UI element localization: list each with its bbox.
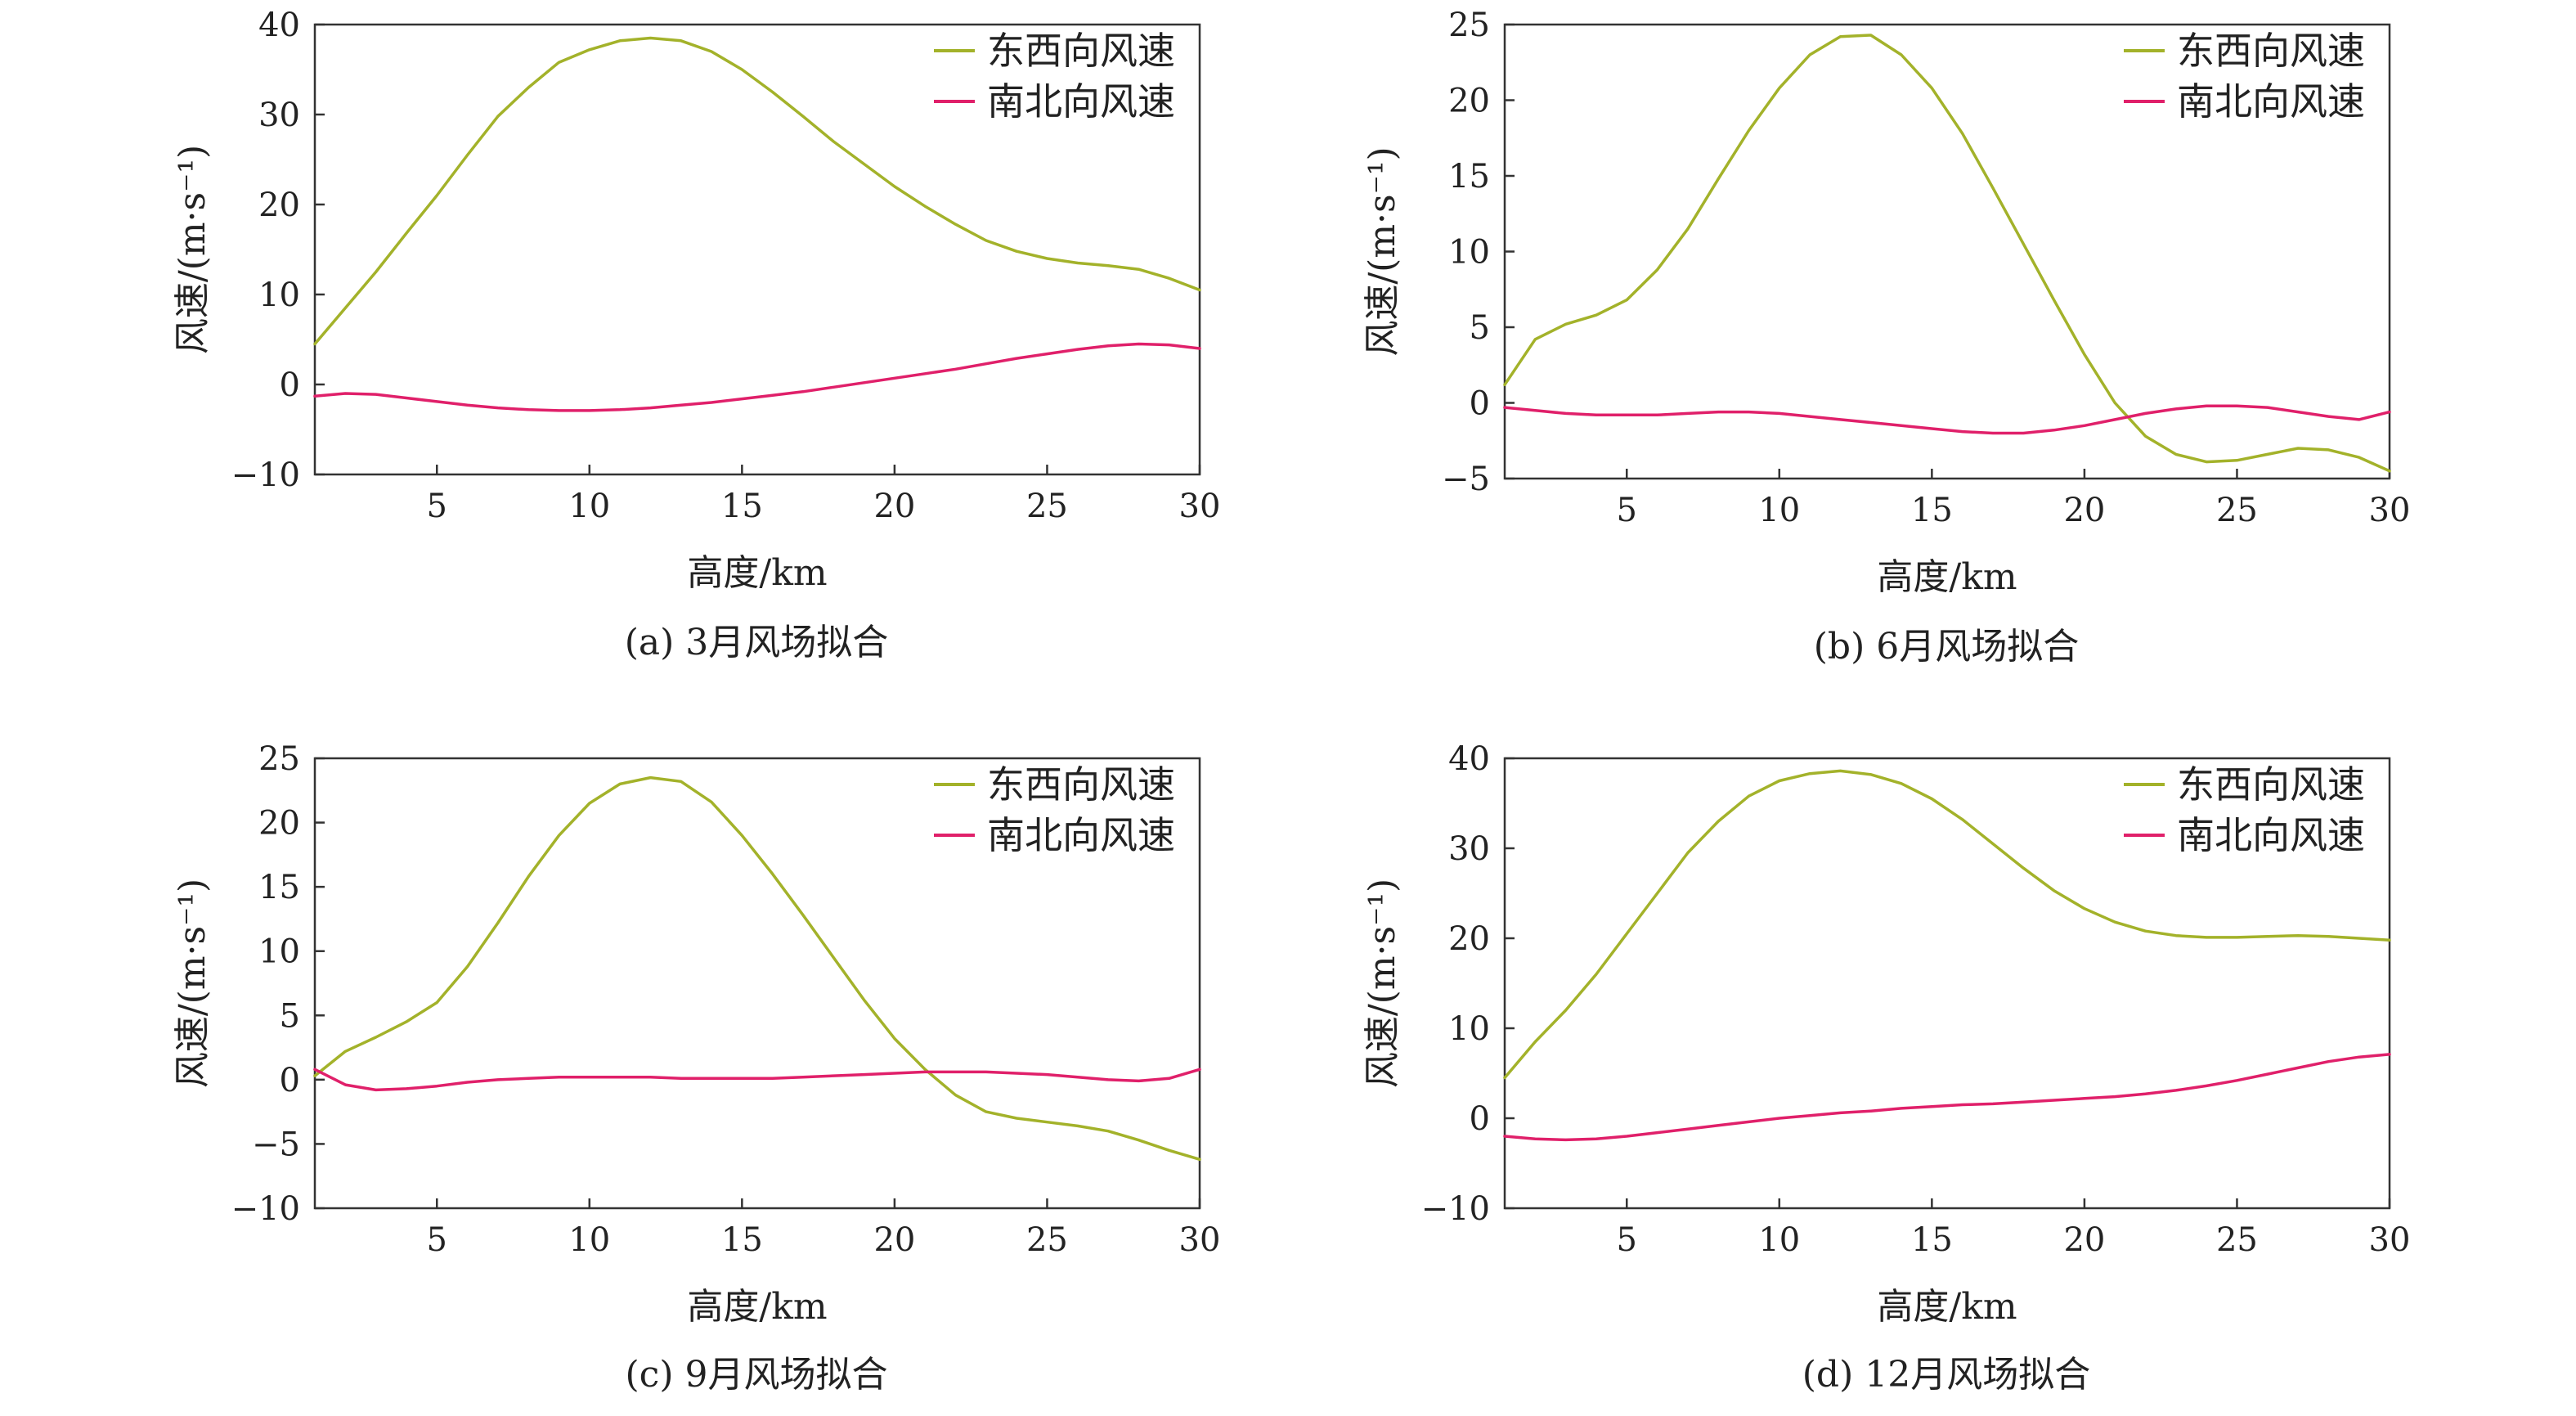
chart-2-x-tick-label: 25 xyxy=(2216,492,2258,529)
chart-3-legend-label-east-west: 东西向风速 xyxy=(987,762,1175,807)
chart-1-x-tick-label: 30 xyxy=(1179,488,1221,525)
chart-4-y-tick-label: −10 xyxy=(1421,1190,1490,1228)
chart-4-x-tick-label: 30 xyxy=(2369,1221,2411,1259)
chart-4-x-axis-label: 高度/km xyxy=(1877,1286,2017,1328)
chart-3-caption: (c) 9月风场拟合 xyxy=(626,1354,888,1396)
chart-3-y-tick-label: 0 xyxy=(280,1062,300,1099)
chart-1-x-tick-label: 15 xyxy=(721,488,763,525)
chart-3-y-tick-label: 20 xyxy=(258,805,300,843)
chart-3-x-tick-label: 5 xyxy=(427,1221,447,1259)
chart-1-legend-label-east-west: 东西向风速 xyxy=(987,29,1175,73)
chart-3-plot-area xyxy=(313,757,1201,1210)
chart-4-x-tick-label: 25 xyxy=(2216,1221,2258,1259)
chart-3-legend-label-north-south: 南北向风速 xyxy=(987,813,1175,857)
chart-3-y-tick-label: 25 xyxy=(258,740,300,778)
chart-2-x-tick-label: 5 xyxy=(1617,492,1637,529)
chart-4-caption: (d) 12月风场拟合 xyxy=(1802,1354,2090,1396)
chart-panel-september: 5 10 15 20 25 30 −10 −5 0 5 10 15 20 25 高度/km 风速/(m·s⁻¹… xyxy=(172,740,1220,1396)
chart-1-y-tick-label: 40 xyxy=(258,7,300,44)
chart-2-legend-label-east-west: 东西向风速 xyxy=(2177,29,2365,73)
chart-1-x-tick-label: 5 xyxy=(427,488,447,525)
chart-3-x-tick-label: 10 xyxy=(568,1221,610,1259)
chart-1-y-tick-label: 0 xyxy=(280,366,300,404)
chart-3-x-axis-label: 高度/km xyxy=(687,1286,827,1328)
chart-2-y-tick-label: 5 xyxy=(1470,309,1490,347)
chart-2-caption: (b) 6月风场拟合 xyxy=(1814,626,2079,668)
chart-3-x-tick-label: 25 xyxy=(1026,1221,1068,1259)
chart-2-y-tick-label: 20 xyxy=(1448,83,1490,120)
chart-panel-december: 5 10 15 20 25 30 −10 0 10 20 30 40 高度/km 风速/(m·s⁻¹) 东西… xyxy=(1362,740,2410,1396)
chart-4-series-east-west-line xyxy=(1503,769,2391,1080)
chart-3-series-east-west-line xyxy=(313,775,1201,1162)
chart-4-x-tick-label: 15 xyxy=(1911,1221,1953,1259)
chart-3-y-tick-label: 10 xyxy=(258,933,300,971)
chart-1-y-axis-label: 风速/(m·s⁻¹) xyxy=(172,145,213,354)
chart-3-x-tick-label: 20 xyxy=(873,1221,915,1259)
chart-4-legend-label-north-south: 南北向风速 xyxy=(2177,813,2365,857)
chart-1-plot-area xyxy=(313,23,1201,476)
chart-1-x-tick-label: 25 xyxy=(1026,488,1068,525)
chart-panel-june: 5 10 15 20 25 30 −5 0 5 10 15 20 25 高度/km 风速/(m·s⁻¹) 东西… xyxy=(1362,7,2410,668)
chart-1-y-tick-label: 30 xyxy=(258,97,300,134)
chart-2-y-tick-label: 0 xyxy=(1470,385,1490,423)
chart-1-y-tick-label: −10 xyxy=(231,456,300,494)
chart-2-y-axis-label: 风速/(m·s⁻¹) xyxy=(1362,146,1403,356)
chart-2-plot-area xyxy=(1503,23,2391,480)
chart-2-x-tick-label: 10 xyxy=(1758,492,1800,529)
chart-3-y-tick-label: −10 xyxy=(231,1190,300,1228)
chart-3-x-tick-label: 30 xyxy=(1179,1221,1221,1259)
chart-1-y-tick-label: 20 xyxy=(258,187,300,224)
chart-panel-march: 5 10 15 20 25 30 −10 0 10 20 30 40 高度/km 风速/(m·s⁻¹) 东西… xyxy=(172,7,1220,663)
chart-2-y-tick-label: 15 xyxy=(1448,158,1490,196)
chart-4-y-tick-label: 10 xyxy=(1448,1010,1490,1048)
chart-1-x-axis-label: 高度/km xyxy=(687,552,827,594)
chart-3-y-tick-label: 5 xyxy=(280,997,300,1035)
chart-2-y-tick-label: 25 xyxy=(1448,7,1490,44)
chart-1-series-north-south-line xyxy=(313,342,1201,412)
chart-2-x-tick-label: 30 xyxy=(2369,492,2411,529)
chart-4-y-axis-label: 风速/(m·s⁻¹) xyxy=(1362,879,1403,1088)
chart-4-legend-label-east-west: 东西向风速 xyxy=(2177,762,2365,807)
chart-1-x-tick-label: 10 xyxy=(568,488,610,525)
chart-2-x-tick-label: 15 xyxy=(1911,492,1953,529)
chart-4-y-tick-label: 30 xyxy=(1448,830,1490,868)
chart-4-x-tick-label: 20 xyxy=(2063,1221,2105,1259)
chart-2-x-tick-label: 20 xyxy=(2063,492,2105,529)
chart-4-y-tick-label: 0 xyxy=(1470,1100,1490,1138)
chart-2-x-axis-label: 高度/km xyxy=(1877,556,2017,598)
chart-2-y-tick-label: 10 xyxy=(1448,234,1490,272)
chart-1-y-tick-label: 10 xyxy=(258,276,300,314)
chart-3-y-axis-label: 风速/(m·s⁻¹) xyxy=(172,879,213,1088)
chart-4-x-tick-label: 5 xyxy=(1617,1221,1637,1259)
chart-2-y-tick-label: −5 xyxy=(1442,461,1490,498)
chart-1-x-tick-label: 20 xyxy=(873,488,915,525)
chart-1-legend-label-north-south: 南北向风速 xyxy=(987,79,1175,124)
chart-3-x-tick-label: 15 xyxy=(721,1221,763,1259)
chart-2-series-north-south-line xyxy=(1503,404,2391,435)
chart-2-legend-label-north-south: 南北向风速 xyxy=(2177,79,2365,124)
chart-3-y-tick-label: −5 xyxy=(252,1126,300,1163)
chart-4-x-tick-label: 10 xyxy=(1758,1221,1800,1259)
chart-3-series-north-south-line xyxy=(313,1068,1201,1092)
chart-4-y-tick-label: 40 xyxy=(1448,740,1490,778)
chart-1-series-east-west-line xyxy=(313,36,1201,346)
chart-4-y-tick-label: 20 xyxy=(1448,920,1490,958)
chart-1-caption: (a) 3月风场拟合 xyxy=(625,622,889,663)
chart-4-series-north-south-line xyxy=(1503,1053,2391,1142)
chart-2-series-east-west-line xyxy=(1503,34,2391,473)
chart-3-y-tick-label: 15 xyxy=(258,869,300,906)
